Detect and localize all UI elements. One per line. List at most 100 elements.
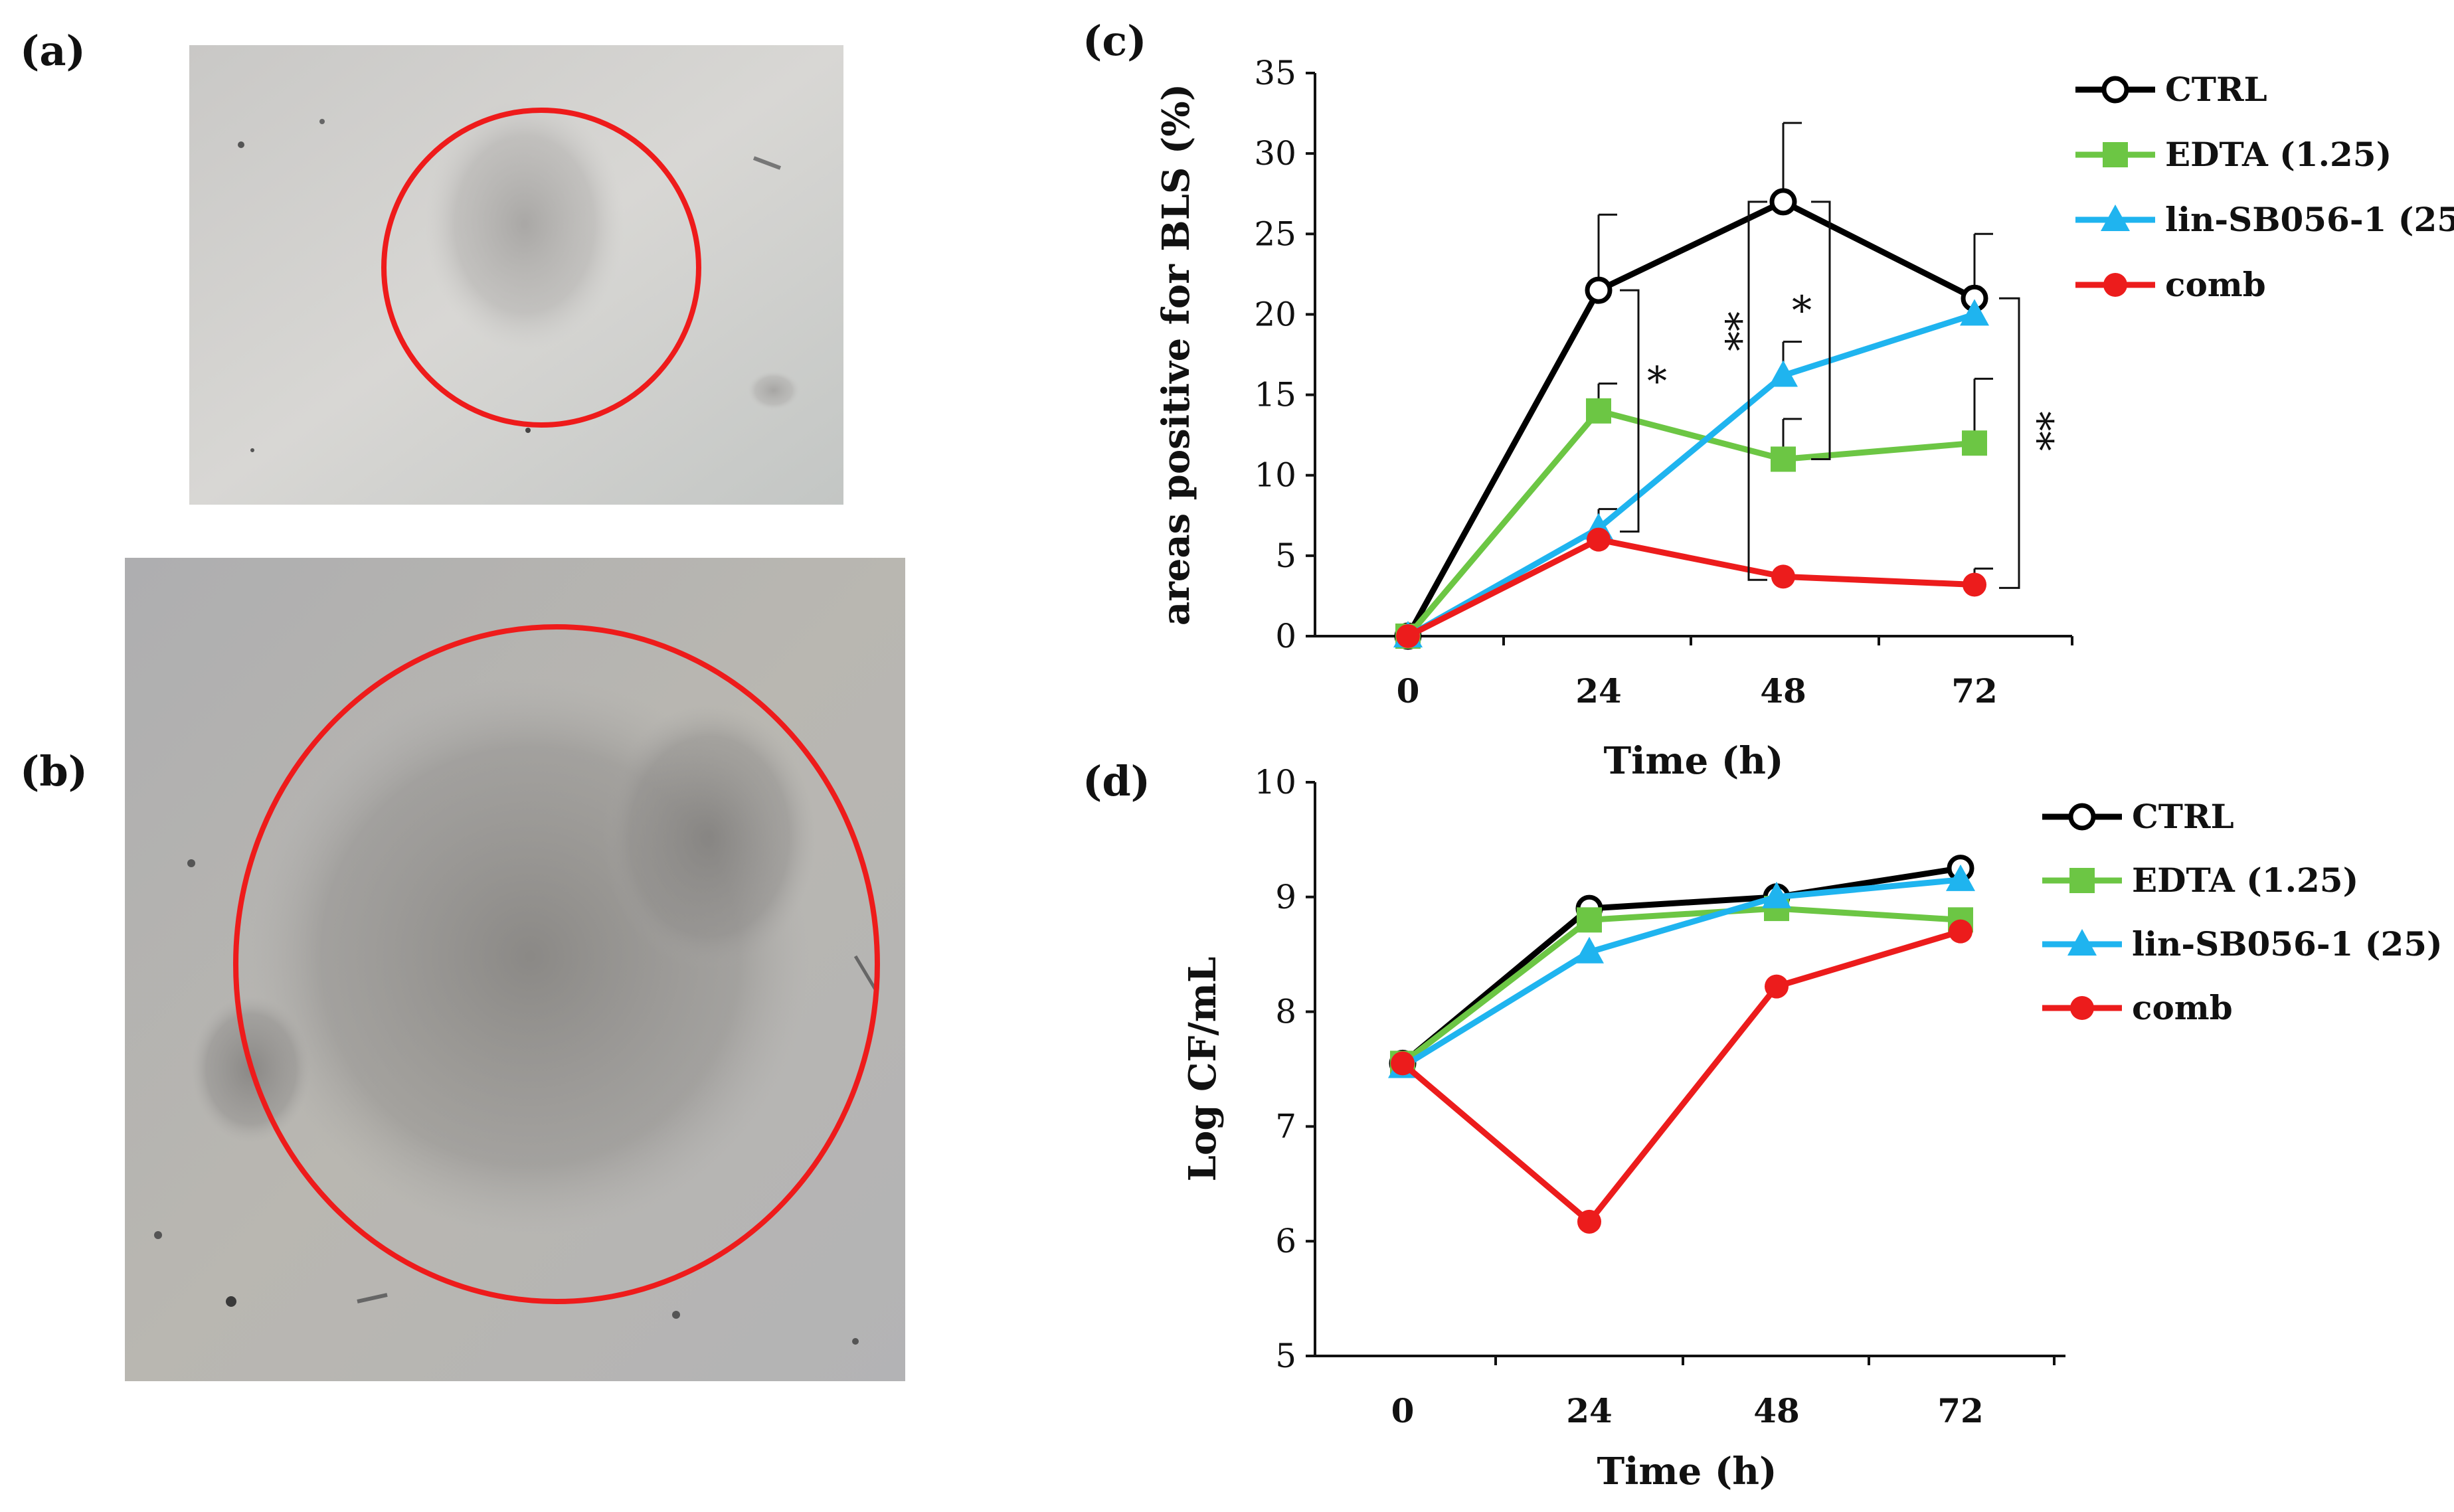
chart-c-x-axis-label: Time (h) bbox=[1603, 739, 1783, 783]
legend-marker-lin bbox=[2101, 205, 2130, 231]
series-ctrl bbox=[1394, 122, 1993, 650]
legend-label: CTRL bbox=[2132, 797, 2234, 836]
legend-marker-lin bbox=[2067, 929, 2097, 956]
y-tick-label: 30 bbox=[1254, 134, 1296, 173]
panel-label-c: (c) bbox=[1083, 17, 1147, 65]
x-tick-label: 24 bbox=[1566, 1391, 1613, 1430]
data-point-edta bbox=[1771, 446, 1796, 472]
series-comb bbox=[1391, 919, 1972, 1234]
x-tick-label: 72 bbox=[1951, 671, 1998, 711]
legend-label: lin-SB056-1 (25) bbox=[2132, 924, 2443, 964]
x-tick-label: 48 bbox=[1753, 1391, 1800, 1430]
data-point-comb bbox=[1391, 1051, 1415, 1076]
data-point-lin bbox=[1960, 299, 1989, 326]
x-tick-label: 0 bbox=[1391, 1391, 1415, 1430]
legend-marker-ctrl bbox=[2101, 76, 2129, 104]
y-tick-label: 6 bbox=[1275, 1222, 1296, 1260]
x-tick-label: 48 bbox=[1760, 671, 1806, 711]
chart-d-x-axis-label: Time (h) bbox=[1597, 1450, 1777, 1493]
y-tick-label: 5 bbox=[1275, 537, 1296, 575]
data-point-comb bbox=[1771, 564, 1795, 589]
data-point-comb bbox=[1963, 572, 1986, 597]
significance-star: ** bbox=[2015, 411, 2061, 451]
micrograph-b bbox=[125, 558, 905, 1381]
legend-marker-ctrl bbox=[2068, 803, 2096, 831]
data-point-comb bbox=[1587, 527, 1611, 552]
legend-marker-edta bbox=[2069, 868, 2095, 893]
significance-star: * bbox=[1792, 288, 1812, 334]
chart-d: 5 6 7 8 9 10 0 24 48 72 Log CF/mL Time (h) CTRL ED… bbox=[1181, 764, 2443, 1493]
x-tick-label: 0 bbox=[1397, 671, 1420, 711]
micrograph-a bbox=[189, 45, 843, 505]
legend-entry-ctrl: CTRL bbox=[2042, 797, 2234, 836]
legend-marker-comb bbox=[2070, 996, 2094, 1020]
series-line-lin bbox=[1406, 311, 1976, 639]
legend-entry-comb: comb bbox=[2075, 265, 2266, 304]
highlight-circle-a bbox=[381, 108, 701, 428]
panel-label-d: (d) bbox=[1083, 757, 1151, 805]
y-tick-label: 7 bbox=[1275, 1107, 1296, 1145]
series-line-ctrl bbox=[1405, 199, 1976, 638]
data-point-lin bbox=[1946, 864, 1975, 891]
highlight-circle-b bbox=[233, 624, 880, 1304]
chart-d-y-axis-label: Log CF/mL bbox=[1181, 957, 1225, 1182]
panel-label-b: (b) bbox=[20, 747, 88, 796]
y-tick-label: 8 bbox=[1275, 993, 1296, 1031]
series-line-ctrl bbox=[1401, 865, 1961, 1066]
data-point-lin bbox=[1762, 881, 1791, 908]
y-tick-label: 9 bbox=[1275, 878, 1296, 916]
chart-c-gridless-axes: 0 5 10 15 20 25 30 35 0 24 48 72 bbox=[1254, 54, 2073, 711]
data-point-ctrl bbox=[1585, 276, 1613, 304]
chart-d-legend: CTRL EDTA (1.25) lin-SB056-1 (25) comb bbox=[2042, 797, 2443, 1027]
y-tick-label: 10 bbox=[1254, 764, 1296, 801]
significance-bracket-48h-left bbox=[1747, 201, 1767, 581]
y-tick-label: 20 bbox=[1254, 295, 1296, 333]
legend-label: comb bbox=[2165, 265, 2266, 304]
series-line-edta bbox=[1405, 408, 1975, 638]
x-tick-label: 72 bbox=[1937, 1391, 1984, 1430]
legend-marker-edta bbox=[2103, 142, 2128, 167]
panel-label-a: (a) bbox=[20, 27, 86, 75]
data-point-edta bbox=[1586, 398, 1611, 424]
legend-entry-comb: comb bbox=[2042, 988, 2233, 1027]
legend-label: EDTA (1.25) bbox=[2165, 135, 2392, 174]
chart-d-axes: 5 6 7 8 9 10 0 24 48 72 bbox=[1254, 764, 2065, 1430]
series-line-comb bbox=[1401, 928, 1962, 1225]
data-point-comb bbox=[1396, 624, 1420, 648]
y-tick-label: 15 bbox=[1254, 376, 1296, 414]
series-line-edta bbox=[1401, 905, 1961, 1066]
data-point-edta bbox=[1962, 430, 1987, 456]
legend-label: CTRL bbox=[2165, 70, 2267, 109]
legend-entry-ctrl: CTRL bbox=[2075, 70, 2267, 109]
significance-star: * bbox=[1647, 359, 1667, 405]
series-lin bbox=[1388, 864, 1975, 1078]
data-point-lin bbox=[1575, 936, 1604, 964]
series-comb bbox=[1396, 527, 1993, 648]
series-line-comb bbox=[1406, 537, 1975, 639]
series-line-lin bbox=[1401, 877, 1961, 1070]
legend-label: lin-SB056-1 (25) bbox=[2165, 200, 2454, 239]
data-point-edta bbox=[1577, 907, 1602, 933]
legend-label: comb bbox=[2132, 988, 2233, 1027]
micrograph-a-image bbox=[189, 45, 843, 505]
chart-c-legend: CTRL EDTA (1.25) lin-SB056-1 (25) comb bbox=[2075, 70, 2454, 304]
y-tick-label: 35 bbox=[1254, 54, 1296, 92]
series-edta bbox=[1395, 377, 1993, 649]
legend-label: EDTA (1.25) bbox=[2132, 861, 2358, 900]
legend-marker-comb bbox=[2103, 273, 2127, 297]
x-tick-label: 24 bbox=[1575, 671, 1622, 711]
data-point-comb bbox=[1577, 1209, 1601, 1234]
chart-c: 0 5 10 15 20 25 30 35 0 24 48 72 areas positive for… bbox=[1154, 54, 2454, 783]
chart-c-y-axis-label: areas positive for BLS (%) bbox=[1154, 84, 1198, 626]
data-point-comb bbox=[1949, 919, 1972, 944]
legend-entry-lin: lin-SB056-1 (25) bbox=[2042, 924, 2443, 964]
micrograph-b-image bbox=[125, 558, 905, 1381]
y-tick-label: 10 bbox=[1254, 456, 1296, 495]
y-tick-label: 5 bbox=[1275, 1337, 1296, 1375]
data-point-comb bbox=[1765, 974, 1789, 999]
legend-entry-lin: lin-SB056-1 (25) bbox=[2075, 200, 2454, 239]
significance-bracket-24h bbox=[1620, 289, 1640, 533]
legend-entry-edta: EDTA (1.25) bbox=[2075, 135, 2392, 174]
y-tick-label: 25 bbox=[1254, 214, 1296, 253]
significance-bracket-72h bbox=[1999, 297, 2020, 589]
